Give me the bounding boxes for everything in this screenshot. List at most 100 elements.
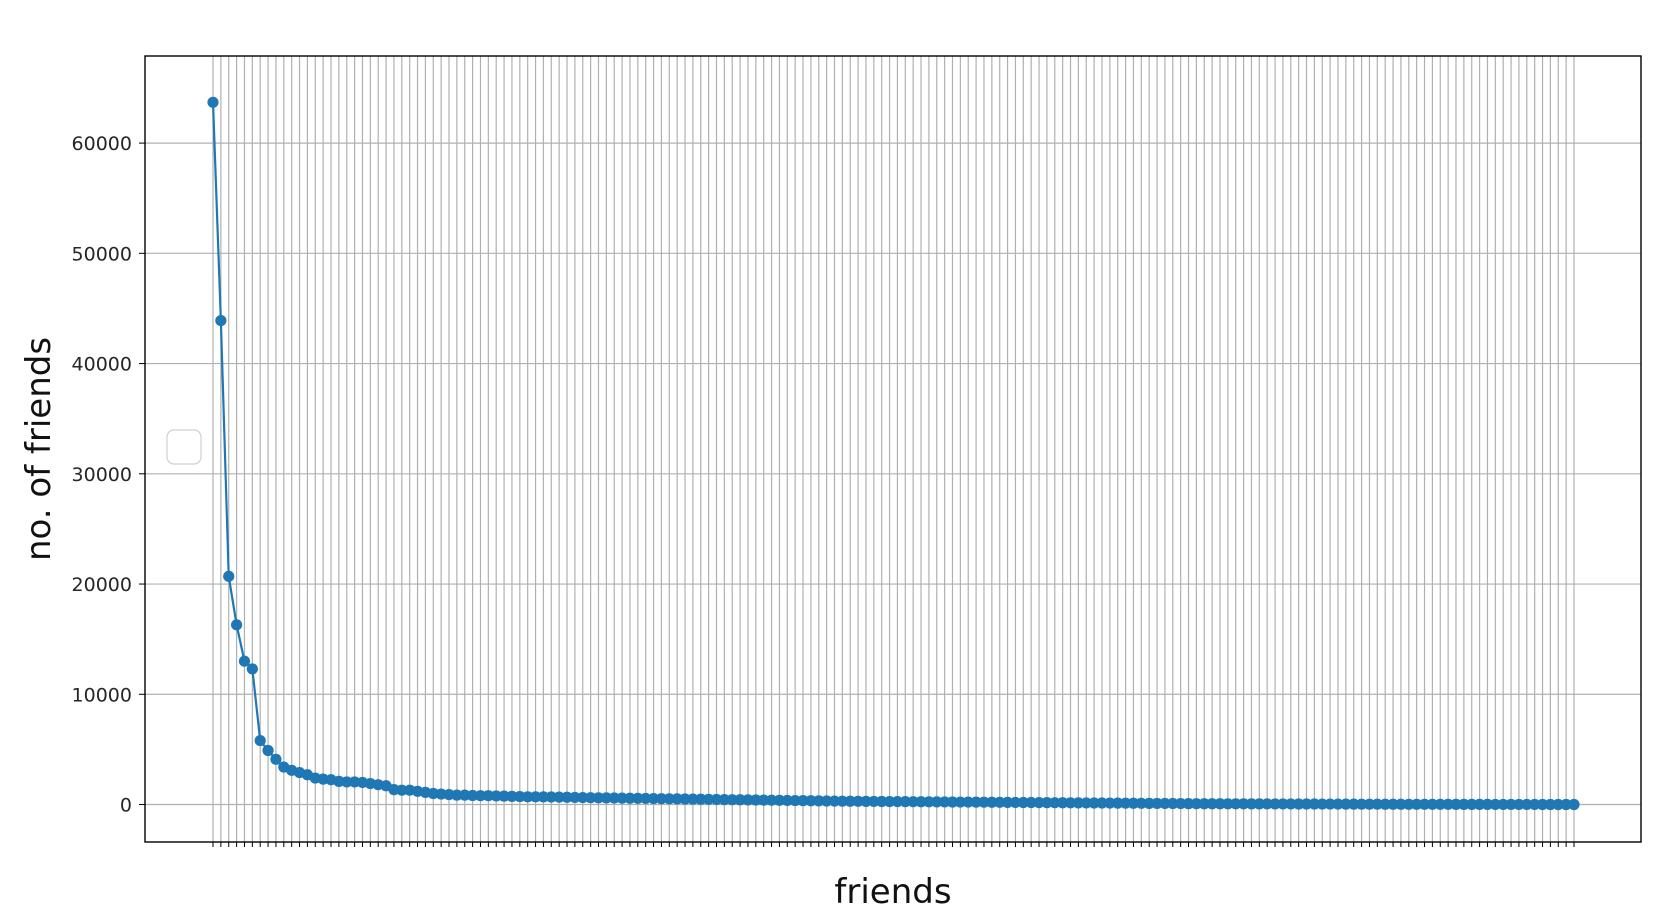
data-point [1285,798,1297,810]
data-point [647,792,660,805]
data-point [1529,798,1541,811]
data-point [1001,796,1014,808]
data-point [1434,798,1446,810]
data-point [836,795,848,807]
data-point [1426,798,1438,810]
data-point [1222,798,1234,810]
data-point [805,795,817,807]
series-layer [207,96,1580,811]
data-point [624,792,636,804]
data-point [954,796,966,808]
data-point [1536,798,1549,811]
data-point [978,796,990,808]
data-point [1159,797,1171,810]
data-point [1450,798,1462,810]
data-point [474,790,487,802]
data-point [1521,798,1533,811]
data-point [1418,798,1431,810]
data-point [341,776,353,788]
data-point [671,793,683,805]
y-tick-label: 60000 [72,133,132,155]
data-point [1206,798,1218,810]
data-point [860,795,872,807]
data-point [1112,797,1124,809]
data-point [994,796,1006,808]
y-tick-label: 20000 [72,574,132,596]
data-point [1363,798,1376,810]
data-point [852,795,864,807]
data-point [1489,798,1501,811]
data-point [529,791,542,803]
data-point [1332,798,1344,810]
plot-frame [144,55,1642,843]
data-point [1411,798,1423,810]
data-point [577,791,589,804]
data-point [734,794,746,806]
data-point [939,796,951,808]
data-point [1237,798,1250,810]
data-point [1064,797,1077,809]
data-point [1387,798,1399,810]
data-point [844,795,856,807]
data-point [868,795,880,808]
data-point [553,791,565,803]
data-point [679,793,691,805]
data-point [632,792,644,804]
data-point [1230,798,1242,810]
x-gridlines [212,56,1575,842]
data-point [1025,796,1037,809]
data-point [592,792,605,804]
data-point [1033,796,1045,809]
data-point [695,793,707,805]
data-point [585,792,597,804]
data-point [498,790,510,802]
data-point [1190,798,1202,810]
data-point [254,734,266,747]
data-point [396,784,408,796]
data-point [1167,797,1179,810]
data-point [600,792,612,804]
data-point [797,795,809,807]
data-point [1269,798,1281,810]
data-point [1119,797,1132,809]
y-tick-label: 0 [120,795,132,817]
data-point [490,790,502,802]
data-point [1355,798,1368,810]
data-point [1041,797,1053,809]
data-point [1308,798,1320,810]
data-point [569,791,581,804]
data-point [923,796,935,808]
data-point [1057,797,1069,809]
data-point [1324,798,1336,810]
data-point [1261,798,1273,810]
data-point [1340,798,1352,810]
data-point [482,790,494,802]
data-point [750,794,762,806]
data-point [1245,798,1258,810]
data-point [1395,798,1407,810]
data-point [915,796,927,808]
data-point [1474,798,1486,811]
x-axis-title: friends [834,872,951,912]
y-tick-label: 30000 [72,464,132,486]
data-point [1316,798,1328,810]
data-point [1513,798,1525,811]
data-point [1481,798,1494,811]
data-point [1017,796,1029,809]
data-point [1568,798,1580,811]
data-point [1088,797,1100,809]
data-point [703,793,715,805]
y-axis-title: no. of friends [19,337,59,561]
data-point [1371,798,1383,810]
data-point [1560,798,1572,811]
data-point [1300,798,1313,810]
data-point [467,789,479,802]
data-point [1466,798,1478,810]
data-point [687,793,699,805]
data-point [1072,797,1084,809]
data-point [459,789,471,801]
data-point [522,791,534,803]
data-point [514,790,526,803]
data-point [828,795,841,807]
data-point [986,796,998,808]
